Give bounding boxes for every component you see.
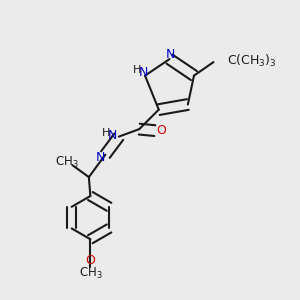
Text: O: O bbox=[157, 124, 166, 137]
Text: N: N bbox=[108, 129, 117, 142]
Text: H: H bbox=[102, 128, 110, 138]
Text: H: H bbox=[133, 65, 142, 75]
Text: N: N bbox=[96, 151, 106, 164]
Text: CH$_3$: CH$_3$ bbox=[55, 154, 79, 170]
Text: N: N bbox=[165, 48, 175, 61]
Text: C(CH$_3$)$_3$: C(CH$_3$)$_3$ bbox=[227, 52, 277, 69]
Text: CH$_3$: CH$_3$ bbox=[79, 266, 102, 281]
Text: O: O bbox=[85, 254, 95, 267]
Text: N: N bbox=[139, 65, 148, 79]
